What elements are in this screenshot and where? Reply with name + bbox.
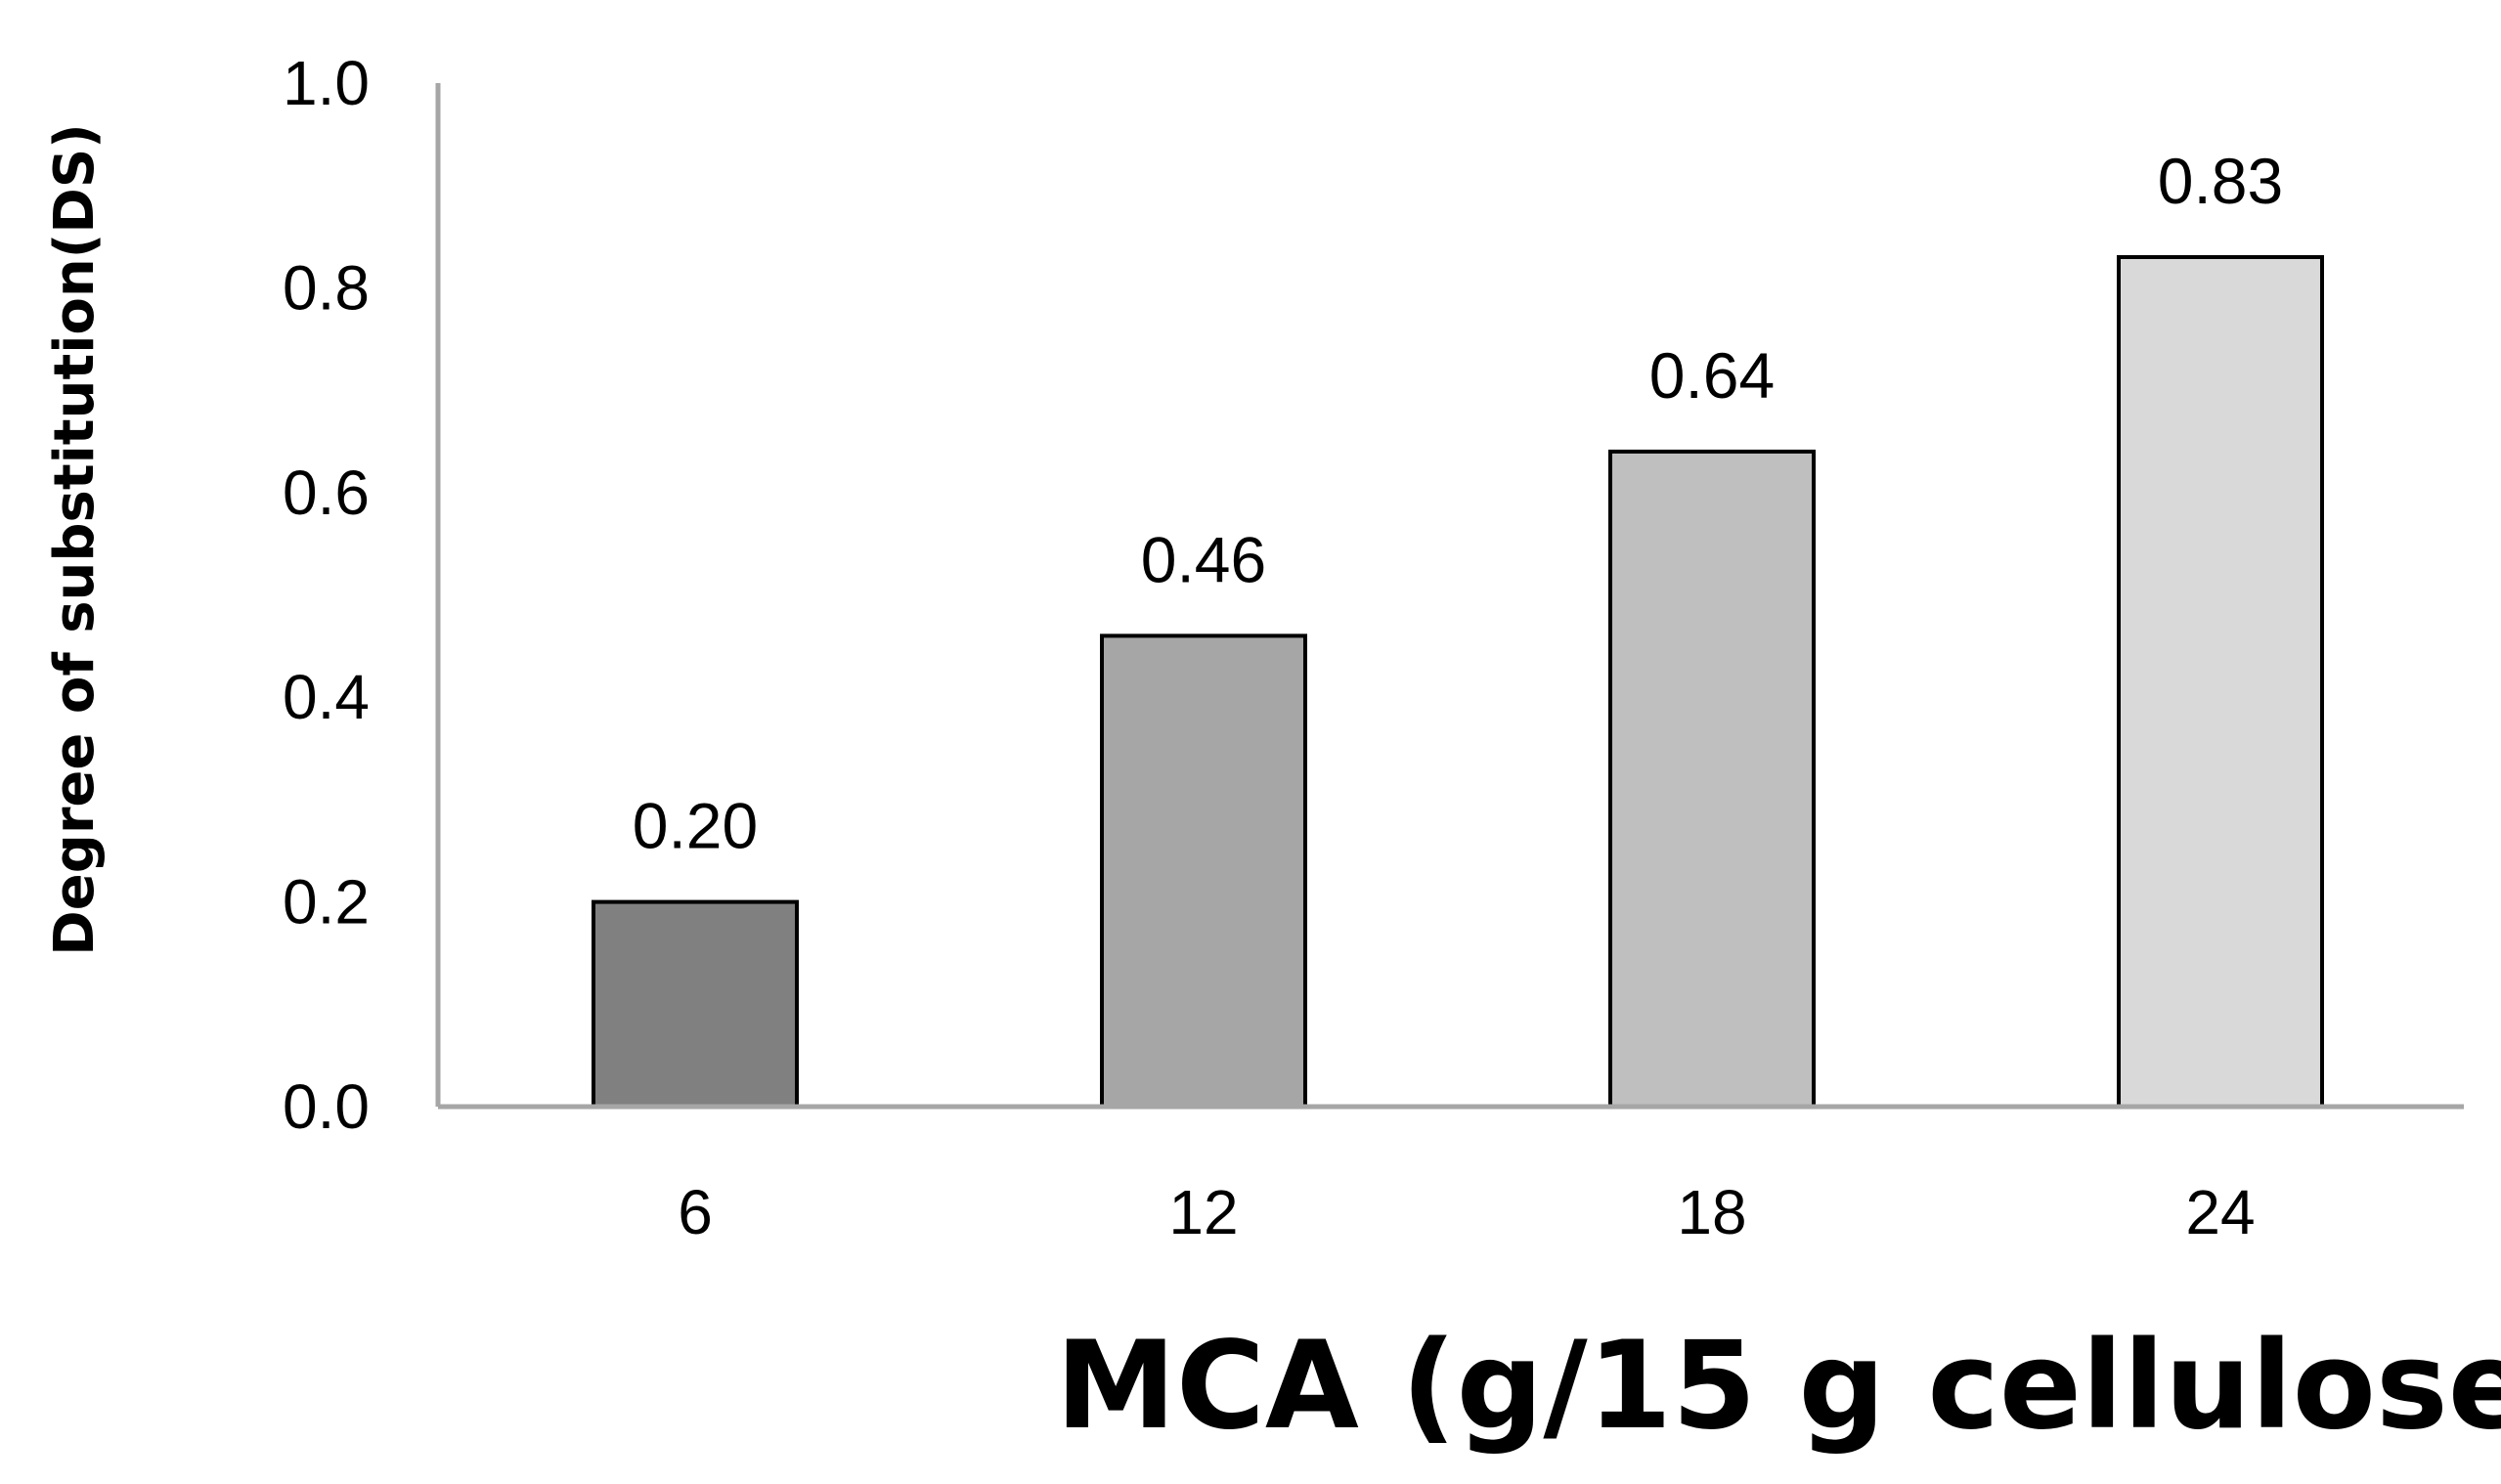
y-axis-title: Degree of substitution(DS) <box>43 123 107 955</box>
y-tick-label: 0.8 <box>283 252 370 323</box>
x-axis-ticks: 6 12 18 24 <box>678 1177 2255 1247</box>
y-tick-label: 0.2 <box>283 867 370 938</box>
y-axis-ticks: 0.0 0.2 0.4 0.6 0.8 1.0 <box>283 48 370 1142</box>
bar-data-label: 0.64 <box>1649 339 1775 412</box>
y-tick-label: 0.0 <box>283 1071 370 1142</box>
x-axis-title: MCA (g/15 g cellulose) <box>1055 1316 2501 1457</box>
data-labels: 0.20 0.46 0.64 0.83 <box>633 145 2283 862</box>
bar-data-label: 0.20 <box>633 790 758 862</box>
bar <box>1100 633 1307 1109</box>
x-tick-label: 24 <box>2185 1177 2255 1247</box>
bars <box>592 254 2324 1110</box>
x-tick-label: 6 <box>678 1177 713 1247</box>
y-tick-label: 0.4 <box>283 662 370 732</box>
y-tick-label: 1.0 <box>283 48 370 118</box>
bar <box>592 899 799 1109</box>
bar <box>1608 449 1816 1110</box>
bar <box>2117 254 2324 1109</box>
y-tick-label: 0.6 <box>283 458 370 528</box>
bar-data-label: 0.46 <box>1141 523 1266 595</box>
bar-data-label: 0.83 <box>2158 145 2283 217</box>
x-tick-label: 18 <box>1677 1177 1746 1247</box>
x-tick-label: 12 <box>1168 1177 1238 1247</box>
